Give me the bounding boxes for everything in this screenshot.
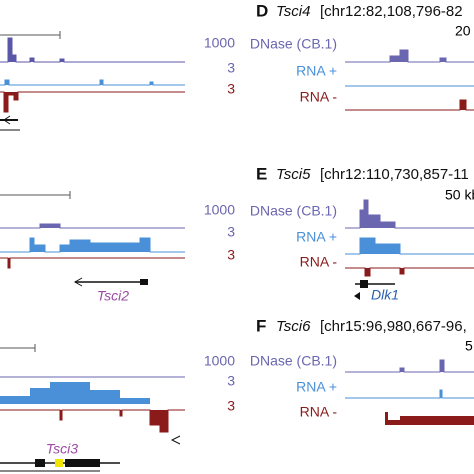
track-scale: 3 [227, 247, 235, 263]
dnase-signal [345, 199, 474, 229]
track-scale: 3 [227, 398, 235, 414]
track-label: RNA + [296, 229, 337, 245]
track-label: RNA + [296, 63, 337, 79]
panel-gene: Tsci6 [276, 318, 311, 335]
right-panel: F Tsci6 [chr15:96,980,667-96, 5 DNase (C… [250, 316, 474, 425]
rna-plus-signal [0, 382, 150, 404]
exon [35, 459, 45, 467]
exon [65, 459, 100, 467]
right-panel: D Tsci4 [chr12:82,108,796-82 20 DNase (C… [250, 1, 474, 111]
track-scale: 3 [227, 81, 235, 97]
track-label: DNase (CB.1) [250, 353, 337, 369]
panel-coords: [chr15:96,980,667-96, [320, 318, 467, 335]
exon [55, 459, 63, 467]
gene-label: Tsci3 [46, 441, 78, 457]
strand-arrow [354, 292, 360, 300]
scale-label: 20 [455, 23, 471, 39]
rna-plus-signal [345, 389, 474, 399]
track-label: RNA - [300, 254, 338, 270]
exon [140, 279, 148, 285]
rna-minus-signal [0, 257, 185, 269]
rna-plus-signal [0, 237, 185, 253]
track-scale: 3 [227, 373, 235, 389]
rna-minus-signal [345, 267, 474, 277]
dnase-signal [0, 37, 185, 63]
gene-label: Dlk1 [371, 287, 399, 303]
panel-letter: D [256, 1, 268, 20]
track-scale: 1000 [204, 202, 235, 218]
track-scale: 1000 [204, 353, 235, 369]
rna-plus-signal [345, 237, 474, 255]
gene-label: Tsci2 [97, 288, 129, 304]
left-panel: Tsci3 1000 3 3 [0, 344, 235, 472]
left-panel: 1000 3 3 [0, 31, 235, 131]
strand-arrow [73, 277, 83, 287]
track-label: RNA - [300, 404, 338, 420]
left-panel: Tsci2 1000 3 3 [0, 191, 235, 304]
panel-coords: [chr12:82,108,796-82 [320, 3, 463, 20]
track-label: DNase (CB.1) [250, 203, 337, 219]
panel-letter: E [256, 164, 267, 183]
scale-label: 5 [465, 338, 473, 354]
track-label: DNase (CB.1) [250, 36, 337, 52]
track-scale: 3 [227, 60, 235, 76]
rna-minus-signal [0, 91, 185, 113]
scale-label: 50 kb [445, 187, 474, 203]
rna-minus-signal [345, 99, 474, 111]
track-scale: 3 [227, 224, 235, 240]
exon [360, 280, 368, 288]
dnase-signal [345, 49, 474, 63]
panel-coords: [chr12:110,730,857-11 [320, 166, 469, 183]
strand-arrow [3, 115, 11, 125]
dnase-signal [0, 223, 185, 229]
dnase-signal [345, 359, 474, 373]
strand-arrow [170, 435, 181, 445]
panel-gene: Tsci4 [276, 3, 310, 20]
track-label: RNA + [296, 379, 337, 395]
rna-plus-signal [0, 79, 185, 86]
track-label: RNA - [300, 89, 338, 105]
rna-minus-signal [0, 409, 185, 433]
panel-gene: Tsci5 [276, 166, 311, 183]
right-panel: E Tsci5 [chr12:110,730,857-11 50 kb DNas… [250, 164, 474, 303]
panel-letter: F [256, 316, 266, 335]
rna-minus-signal [345, 412, 474, 425]
track-scale: 1000 [204, 35, 235, 51]
